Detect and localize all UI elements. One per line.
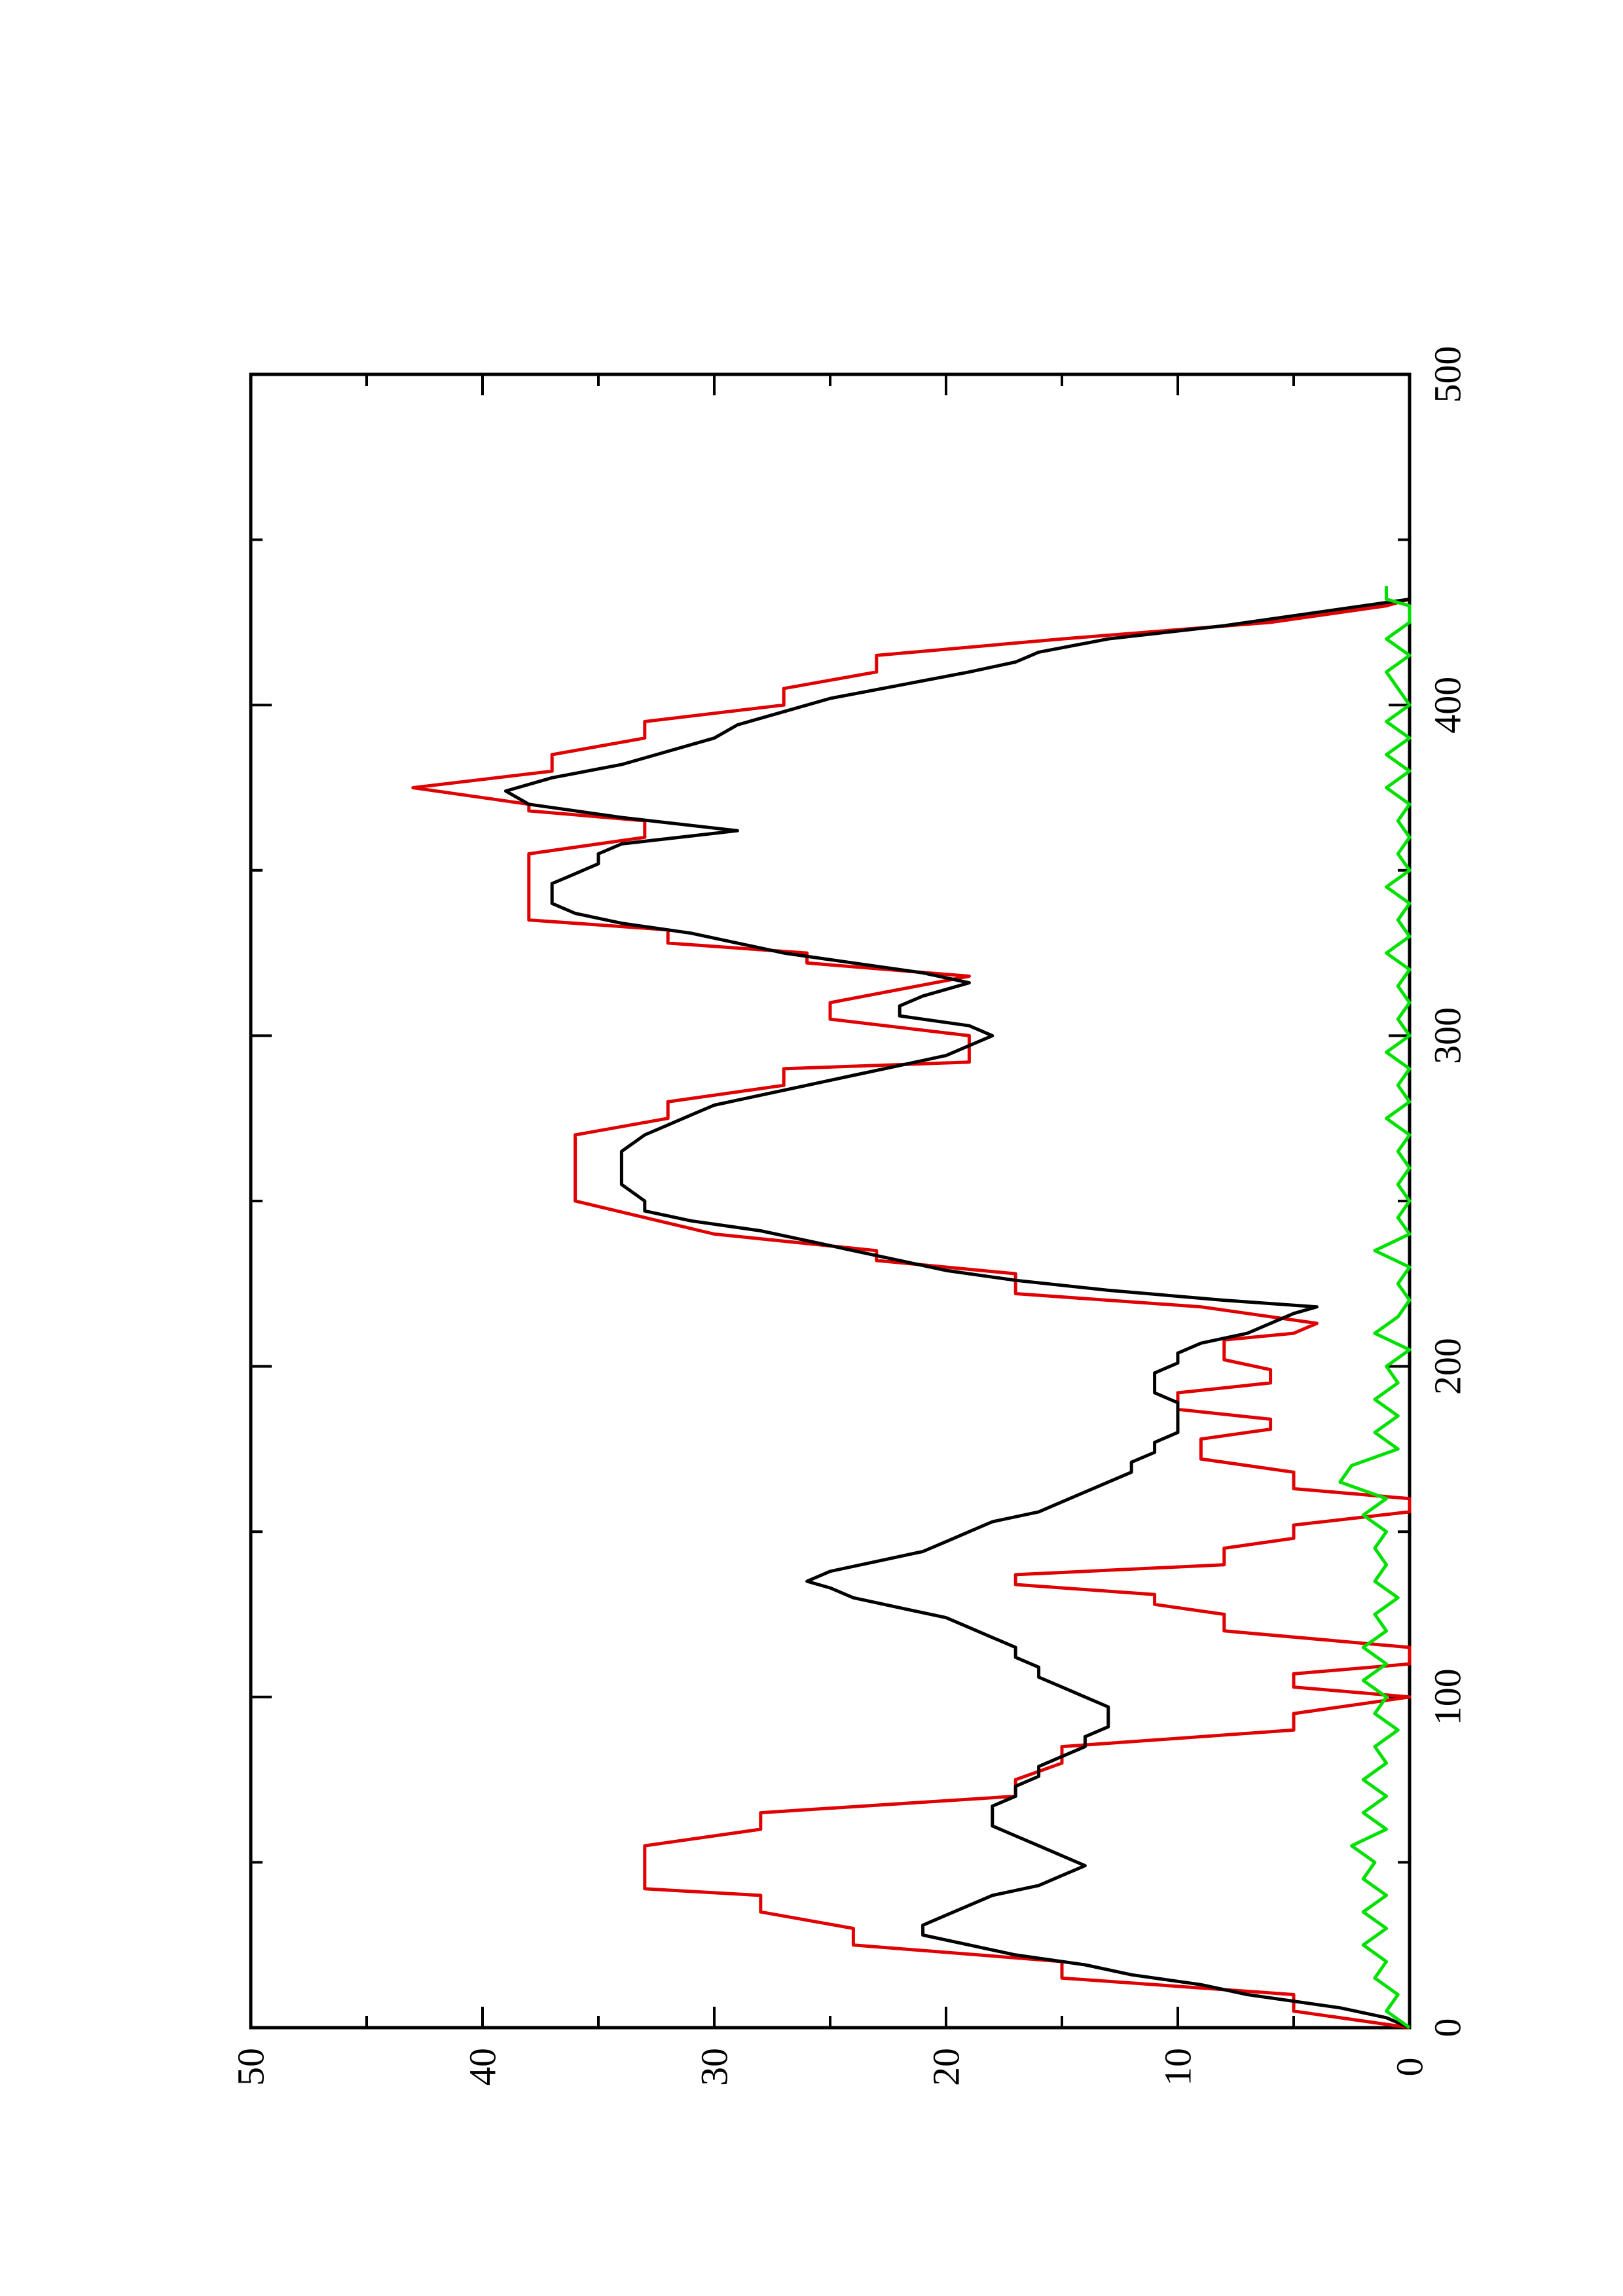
ticks: [249, 373, 1411, 2029]
y-tick-label: 20: [925, 2048, 968, 2086]
x-tick-label: 400: [1427, 677, 1469, 734]
y-tick-label: 40: [462, 2048, 504, 2086]
series-line-3: [1338, 586, 1412, 2030]
y-tick-label: 50: [230, 2048, 272, 2086]
y-tick-label: 30: [693, 2048, 736, 2086]
tick-labels: 0 100 200 300 400 500 0 10 20 30 40 50: [230, 346, 1469, 2087]
series-layer: [411, 586, 1412, 2030]
y-tick-label: 10: [1157, 2048, 1199, 2086]
series-line-2: [503, 598, 1410, 2030]
x-tick-label: 100: [1427, 1668, 1469, 1725]
x-tick-label: 500: [1427, 346, 1469, 403]
y-tick-label: 0: [1389, 2058, 1431, 2077]
x-tick-label: 0: [1427, 2018, 1469, 2037]
series-line-1: [411, 598, 1412, 2030]
plot-frame: [249, 372, 1412, 2030]
x-tick-label: 200: [1427, 1338, 1469, 1395]
x-tick-label: 300: [1427, 1007, 1469, 1064]
